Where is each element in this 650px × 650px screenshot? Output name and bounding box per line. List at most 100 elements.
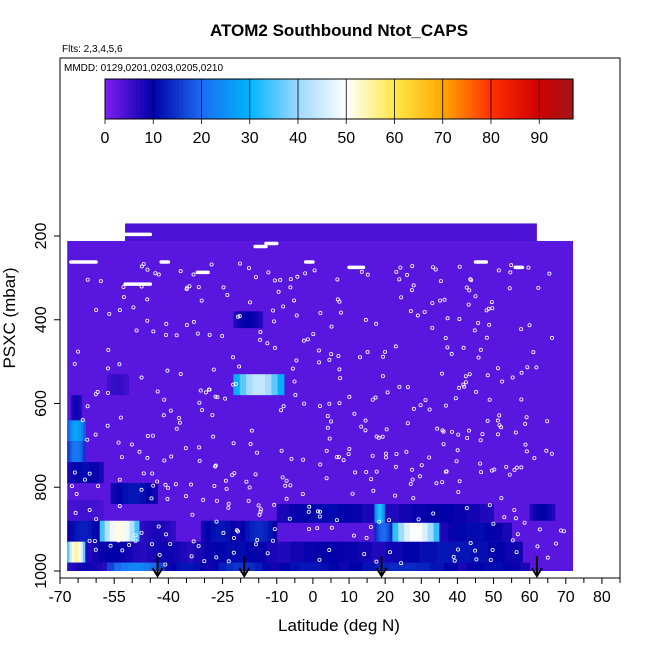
sample-point — [466, 428, 471, 433]
heatmap-cell — [104, 520, 111, 542]
colorbar-swatch — [506, 79, 512, 119]
sample-point — [495, 366, 500, 371]
sample-point — [393, 464, 398, 469]
sample-point — [337, 367, 342, 372]
sample-point — [410, 477, 415, 482]
colorbar-swatch — [268, 79, 274, 119]
heatmap-cell — [246, 374, 253, 396]
heatmap-cell — [80, 541, 84, 563]
heatmap-cell — [85, 541, 93, 563]
sample-point — [489, 468, 494, 473]
heatmap-cell — [439, 522, 449, 542]
colorbar-swatch — [105, 79, 110, 119]
sample-point — [315, 526, 320, 531]
x-tick-label: -10 — [265, 589, 288, 606]
sample-point — [496, 432, 501, 437]
sample-point — [244, 479, 249, 484]
heatmap-cell — [480, 504, 494, 523]
colorbar-swatch — [335, 79, 340, 119]
colorbar-swatch — [467, 79, 473, 119]
sample-point — [226, 505, 231, 510]
sample-point — [370, 397, 375, 402]
sample-point — [177, 416, 182, 421]
sample-point — [169, 454, 174, 459]
colorbar-tick-label: 30 — [241, 130, 259, 147]
colorbar-swatch — [272, 79, 278, 119]
heatmap-cell — [78, 541, 82, 563]
sample-point — [384, 427, 389, 432]
sample-point — [325, 425, 330, 430]
sample-point — [300, 492, 305, 497]
sample-point — [467, 288, 472, 293]
heatmap-cell — [119, 520, 125, 542]
sample-point — [165, 368, 170, 373]
sample-point — [359, 269, 364, 274]
sample-point — [478, 347, 483, 352]
sample-point — [456, 432, 461, 437]
sample-point — [362, 551, 367, 556]
heatmap-cell — [493, 562, 503, 571]
sample-point — [433, 267, 438, 272]
heatmap-cell — [67, 441, 70, 463]
x-axis-label: Latitude (deg N) — [278, 616, 400, 635]
sample-point — [491, 521, 496, 526]
heatmap-cell — [389, 562, 404, 571]
colorbar-swatch — [159, 79, 165, 119]
sample-point — [453, 396, 458, 401]
sample-point — [301, 457, 306, 462]
heatmap-cell — [109, 374, 113, 396]
colorbar-tick-label: 70 — [434, 130, 452, 147]
sample-point — [324, 476, 329, 481]
sample-point — [164, 321, 169, 326]
sample-point — [215, 395, 220, 400]
heatmap-cell — [529, 504, 534, 521]
sample-point — [248, 300, 253, 305]
heatmap-cell — [375, 504, 378, 523]
sample-point — [151, 329, 156, 334]
colorbar-swatch — [518, 79, 523, 119]
sample-point — [96, 484, 101, 489]
sample-point — [303, 271, 308, 276]
sample-point — [442, 297, 447, 302]
heatmap-cell — [251, 311, 256, 329]
sample-point — [531, 350, 536, 355]
sample-point — [461, 345, 466, 350]
sample-point — [489, 300, 494, 305]
sample-point — [82, 477, 87, 482]
sample-point — [338, 376, 343, 381]
sample-point — [116, 538, 121, 543]
sample-point — [507, 286, 512, 291]
sample-point — [513, 430, 518, 435]
sample-point — [200, 408, 205, 413]
x-tick-label: 0 — [308, 589, 317, 606]
sample-point — [105, 366, 110, 371]
sample-point — [283, 483, 288, 488]
colorbar-swatch — [245, 79, 250, 119]
colorbar-swatch — [565, 79, 570, 119]
sample-point — [411, 283, 416, 288]
heatmap-cell — [139, 541, 147, 563]
heatmap-cell — [457, 562, 467, 571]
colorbar-swatch — [393, 79, 399, 119]
sample-point — [133, 533, 138, 538]
sample-point — [163, 482, 168, 487]
heatmap-cell — [215, 520, 222, 542]
colorbar-swatch — [541, 79, 547, 119]
sample-point — [393, 493, 398, 498]
sample-point — [272, 345, 277, 350]
sample-point — [480, 432, 485, 437]
sample-point — [445, 345, 450, 350]
sample-point — [411, 406, 416, 411]
sample-point — [423, 398, 428, 403]
sample-point — [301, 338, 306, 343]
heatmap-cell — [415, 522, 423, 542]
colorbar-swatch — [167, 79, 172, 119]
colorbar-swatch — [475, 79, 480, 119]
colorbar-tick-label: 0 — [101, 130, 110, 147]
sample-point — [457, 479, 462, 484]
colorbar-swatch — [498, 79, 504, 119]
heatmap-cell — [439, 504, 454, 523]
dates-subtitle: MMDD: 0129,0201,0203,0205,0210 — [64, 63, 223, 74]
heatmap-cell — [421, 522, 429, 542]
heatmap-cell — [256, 541, 267, 563]
